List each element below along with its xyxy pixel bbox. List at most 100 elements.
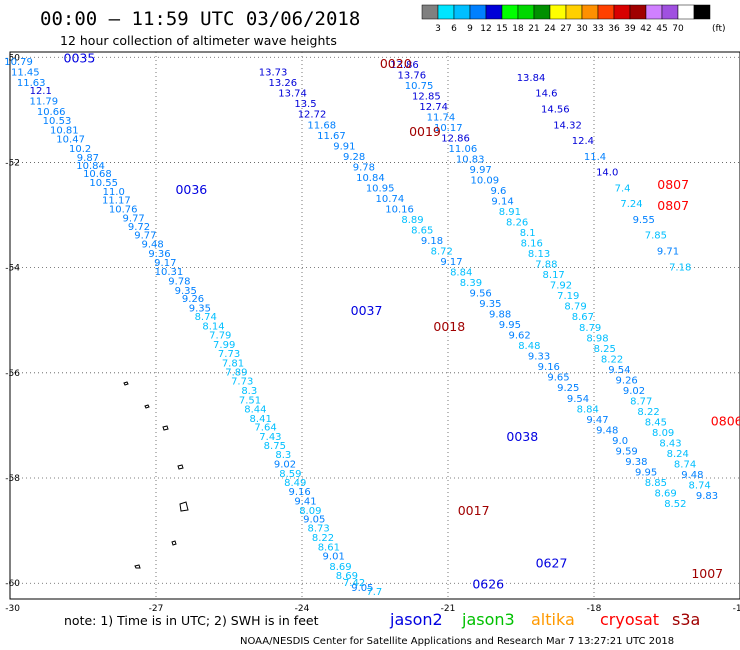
swh-value: 14.56 xyxy=(541,104,570,115)
legend-cryosat: cryosat xyxy=(600,610,659,629)
swh-value: 9.02 xyxy=(274,460,296,471)
swh-value: 7.42 xyxy=(343,578,365,589)
pass-number: 0018 xyxy=(433,319,465,334)
track-jason2-A: 10.7911.4511.6312.111.7910.6610.5310.811… xyxy=(4,57,382,598)
swh-value: 8.22 xyxy=(312,533,334,544)
swh-value: 8.25 xyxy=(594,344,616,355)
swh-value: 7.73 xyxy=(231,376,253,387)
y-tick-label: -50 xyxy=(5,53,20,63)
swh-value: 7.92 xyxy=(550,281,572,292)
swh-value: 9.87 xyxy=(77,153,99,164)
y-tick-label: -30 xyxy=(5,604,20,614)
credit-line: NOAA/NESDIS Center for Satellite Applica… xyxy=(240,636,674,647)
island-3 xyxy=(162,425,169,431)
swh-value: 8.16 xyxy=(521,239,543,250)
swh-value: 8.3 xyxy=(275,450,291,461)
swh-value: 10.79 xyxy=(4,57,33,68)
swh-value: 7.18 xyxy=(669,262,691,273)
swh-value: 9.48 xyxy=(596,425,618,436)
swh-value: 8.79 xyxy=(564,302,586,313)
swh-value: 9.25 xyxy=(557,383,579,394)
satellite-legend: jason2 jason3 altika cryosat s3a xyxy=(389,610,700,629)
pass-number: 0037 xyxy=(351,303,383,318)
scale-label: 39 xyxy=(624,24,636,34)
swh-value: 10.2 xyxy=(69,144,91,155)
swh-value: 7.99 xyxy=(213,340,235,351)
swh-value: 8.84 xyxy=(577,404,599,415)
island-6 xyxy=(171,540,177,546)
swh-value: 11.68 xyxy=(307,120,336,131)
swh-value: 14.6 xyxy=(535,89,557,100)
swh-value: 9.01 xyxy=(323,552,345,563)
scale-swatch xyxy=(437,4,455,20)
swh-value: 9.56 xyxy=(470,289,492,300)
swh-value: 10.09 xyxy=(470,175,499,186)
swh-value: 8.98 xyxy=(586,333,608,344)
scale-swatch xyxy=(517,4,535,20)
swh-value: 8.22 xyxy=(601,354,623,365)
scale-label: 9 xyxy=(467,24,473,34)
swh-value: 7.64 xyxy=(254,423,276,434)
swh-value: 9.05 xyxy=(303,515,325,526)
swh-value: 8.69 xyxy=(654,488,676,499)
scale-label: 36 xyxy=(608,24,620,34)
scale-swatch xyxy=(469,4,487,20)
scale-label: 15 xyxy=(496,24,507,34)
swh-value: 10.16 xyxy=(385,204,414,215)
swh-value: 7.43 xyxy=(259,432,281,443)
swh-value: 11.4 xyxy=(584,152,606,163)
map-frame xyxy=(9,51,740,600)
swh-value: 8.61 xyxy=(318,543,340,554)
pass-labels: 0035 0036 0037 0038 0626 0627 0020 0019 0018 0017… xyxy=(64,51,740,592)
y-tick-label: -58 xyxy=(5,474,20,484)
scale-label: 6 xyxy=(451,24,457,34)
pass-number: 0019 xyxy=(409,124,441,139)
scale-swatch xyxy=(661,4,679,20)
scale-swatch xyxy=(421,4,439,20)
swh-value: 8.69 xyxy=(336,571,358,582)
swh-value: 8.65 xyxy=(411,225,433,236)
pass-number: 0017 xyxy=(458,503,490,518)
altimeter-tracks: 10.7911.4511.6312.111.7910.6610.5310.811… xyxy=(4,57,718,598)
swh-value: 10.66 xyxy=(37,107,66,118)
scale-label: 21 xyxy=(528,24,539,34)
swh-value: 9.54 xyxy=(608,365,630,376)
island-7 xyxy=(134,564,141,569)
swh-value: 10.81 xyxy=(50,126,79,137)
swh-value: 11.79 xyxy=(30,97,59,108)
swh-value: 9.95 xyxy=(499,320,521,331)
swh-value: 8.59 xyxy=(279,469,301,480)
x-tick-label: -15 xyxy=(733,604,740,614)
swh-value: 10.17 xyxy=(434,123,463,134)
swh-value: 8.73 xyxy=(307,524,329,535)
swh-value: 8.17 xyxy=(543,270,565,281)
track-jason3-A: 13.7313.2613.7413.512.7211.6811.679.919.… xyxy=(259,68,687,510)
chart-subtitle: 12 hour collection of altimeter wave hei… xyxy=(60,33,337,48)
x-tick-label: -27 xyxy=(149,604,164,614)
y-tick-label: -60 xyxy=(5,579,20,589)
scale-label: 45 xyxy=(656,24,667,34)
swh-value: 8.43 xyxy=(659,438,681,449)
swh-value: 9.55 xyxy=(633,215,655,226)
scale-swatch xyxy=(565,4,583,20)
legend-jason3: jason3 xyxy=(461,610,515,629)
swh-value: 9.77 xyxy=(123,213,145,224)
swh-value: 8.89 xyxy=(401,215,423,226)
swh-value: 9.6 xyxy=(490,186,506,197)
island-4 xyxy=(177,464,184,470)
swh-value: 7.24 xyxy=(620,199,642,210)
scale-swatch xyxy=(645,4,663,20)
swh-value: 9.95 xyxy=(635,467,657,478)
y-tick-label: -56 xyxy=(5,369,20,379)
swh-value: 8.44 xyxy=(244,404,266,415)
track-jason3-B: 13.84 14.6 14.56 14.32 12.4 11.4 14.0 7.4 7.24 9.… xyxy=(517,73,692,273)
swh-value: 9.77 xyxy=(134,231,156,242)
scale-label: 42 xyxy=(640,24,651,34)
swh-value: 9.0 xyxy=(612,436,628,447)
pass-number: 0807 xyxy=(657,177,689,192)
swh-value: 9.54 xyxy=(567,394,589,405)
swh-value: 14.0 xyxy=(596,168,618,179)
swh-value: 9.16 xyxy=(288,487,310,498)
swh-value: 9.91 xyxy=(333,141,355,152)
swh-value: 9.41 xyxy=(294,496,316,507)
